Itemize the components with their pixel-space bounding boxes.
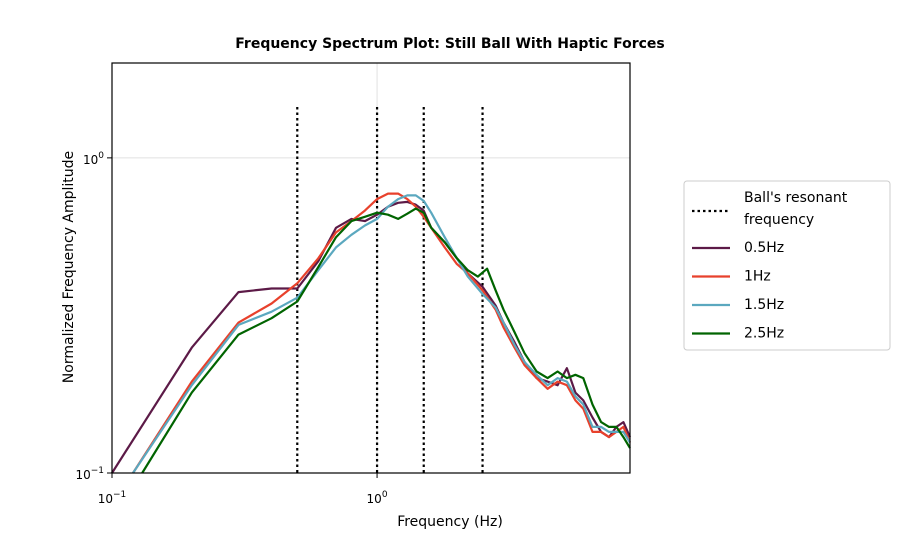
legend-label: Ball's resonant [744,190,848,206]
x-tick-label-exponent: −1 [113,490,126,500]
series-line-1hz [132,192,632,474]
legend-label: 0.5Hz [744,240,784,256]
x-tick-label-exponent: 0 [382,490,388,500]
y-tick-label-exponent: −1 [91,466,104,476]
chart-title: Frequency Spectrum Plot: Still Ball With… [235,36,665,52]
y-tick-label: 10−1 [75,466,104,482]
series-line-0-5hz [111,200,632,474]
legend-entry: 1Hz [692,269,771,285]
legend-entry: 2.5Hz [692,326,784,342]
series-line-1-5hz [132,194,631,474]
y-axis-label: Normalized Frequency Amplitude [61,151,77,383]
grid [111,63,630,474]
legend-label: 1.5Hz [744,297,784,313]
x-tick-label: 10−1 [98,490,127,506]
y-tick-label-base: 10 [83,153,98,167]
x-tick-label-base: 10 [98,492,113,506]
legend-entry: 1.5Hz [692,297,784,313]
legend: Ball's resonant frequency 0.5Hz 1Hz 1.5Hz 2.5… [683,180,891,351]
legend-label: frequency [744,212,814,228]
legend-label: 1Hz [744,269,771,285]
series-lines [111,192,632,474]
x-tick-label-base: 10 [367,492,382,506]
series-line-2-5hz [141,207,631,474]
x-axis-label: Frequency (Hz) [397,514,503,530]
resonant-frequency-lines [296,107,484,473]
y-tick-label-exponent: 0 [98,151,104,161]
plot-frame [111,62,631,474]
x-tick-label: 100 [367,490,388,506]
legend-label: 2.5Hz [744,326,784,342]
y-tick-label: 100 [83,151,104,167]
legend-entries: Ball's resonant frequency 0.5Hz 1Hz 1.5Hz 2.5… [692,190,848,342]
x-axis-ticks: 10−1 100 [98,473,388,506]
legend-entry: 0.5Hz [692,240,784,256]
legend-entry: Ball's resonant frequency [692,190,848,228]
y-tick-label-base: 10 [75,468,90,482]
legend-frame [683,180,891,351]
